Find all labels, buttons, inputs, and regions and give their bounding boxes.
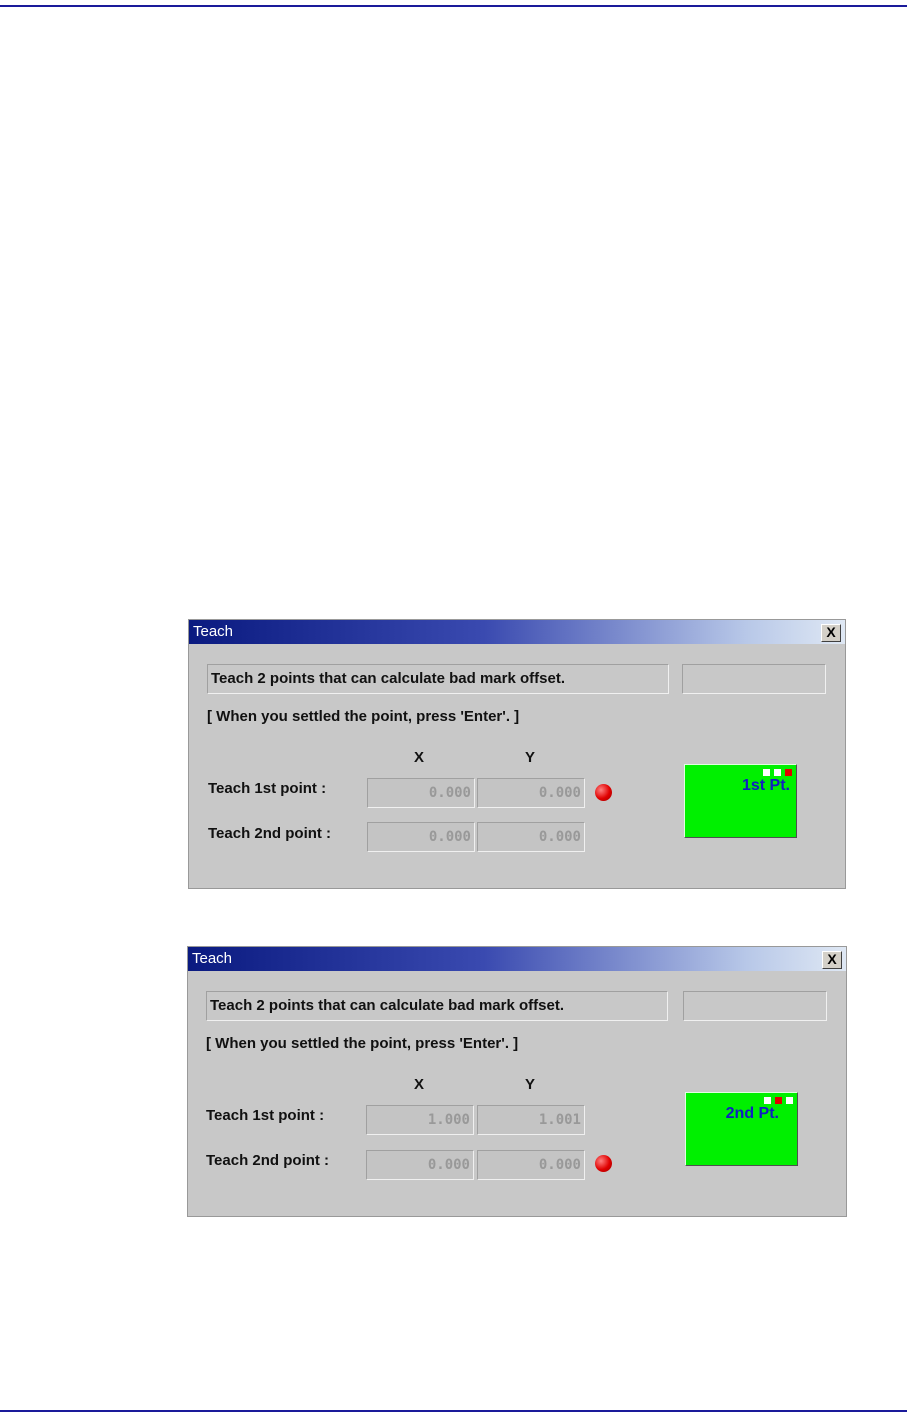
row1-label: Teach 1st point :	[206, 1107, 325, 1124]
step-dot-3	[786, 1097, 793, 1104]
step-dot-2	[775, 1097, 782, 1104]
status-box	[682, 664, 826, 694]
row1-y-field[interactable]: 0.000	[477, 778, 585, 808]
close-button[interactable]: X	[821, 624, 841, 642]
header-rule	[0, 5, 907, 7]
indicator-label: 1st Pt.	[741, 777, 790, 794]
step-dot-3	[785, 769, 792, 776]
point-indicator: 2nd Pt.	[685, 1092, 798, 1166]
instruction-text: [ When you settled the point, press 'Ent…	[207, 708, 520, 725]
y-header: Y	[525, 749, 536, 766]
y-header: Y	[525, 1076, 536, 1093]
row1-x-field[interactable]: 1.000	[366, 1105, 474, 1135]
row2-x-field[interactable]: 0.000	[367, 822, 475, 852]
title-bar: Teach X	[188, 947, 846, 971]
row2-x-field[interactable]: 0.000	[366, 1150, 474, 1180]
title-bar: Teach X	[189, 620, 845, 644]
row2-label: Teach 2nd point :	[206, 1152, 330, 1169]
footer-rule	[0, 1410, 907, 1412]
indicator-label: 2nd Pt.	[725, 1105, 779, 1122]
x-header: X	[414, 1076, 425, 1093]
x-header: X	[414, 749, 425, 766]
teach-dialog-2: Teach X Teach 2 points that can calculat…	[187, 946, 847, 1217]
message-box: Teach 2 points that can calculate bad ma…	[206, 991, 668, 1021]
status-box	[683, 991, 827, 1021]
row2-y-field[interactable]: 0.000	[477, 822, 585, 852]
active-point-led-icon	[595, 1155, 612, 1172]
step-dot-1	[764, 1097, 771, 1104]
dialog-title: Teach	[193, 623, 234, 640]
row2-label: Teach 2nd point :	[208, 825, 332, 842]
step-dot-1	[763, 769, 770, 776]
row1-x-field[interactable]: 0.000	[367, 778, 475, 808]
teach-dialog-1: Teach X Teach 2 points that can calculat…	[188, 619, 846, 889]
close-button[interactable]: X	[822, 951, 842, 969]
message-box: Teach 2 points that can calculate bad ma…	[207, 664, 669, 694]
point-indicator: 1st Pt.	[684, 764, 797, 838]
dialog-title: Teach	[192, 950, 233, 967]
row2-y-field[interactable]: 0.000	[477, 1150, 585, 1180]
instruction-text: [ When you settled the point, press 'Ent…	[206, 1035, 519, 1052]
step-dot-2	[774, 769, 781, 776]
row1-label: Teach 1st point :	[208, 780, 327, 797]
row1-y-field[interactable]: 1.001	[477, 1105, 585, 1135]
active-point-led-icon	[595, 784, 612, 801]
